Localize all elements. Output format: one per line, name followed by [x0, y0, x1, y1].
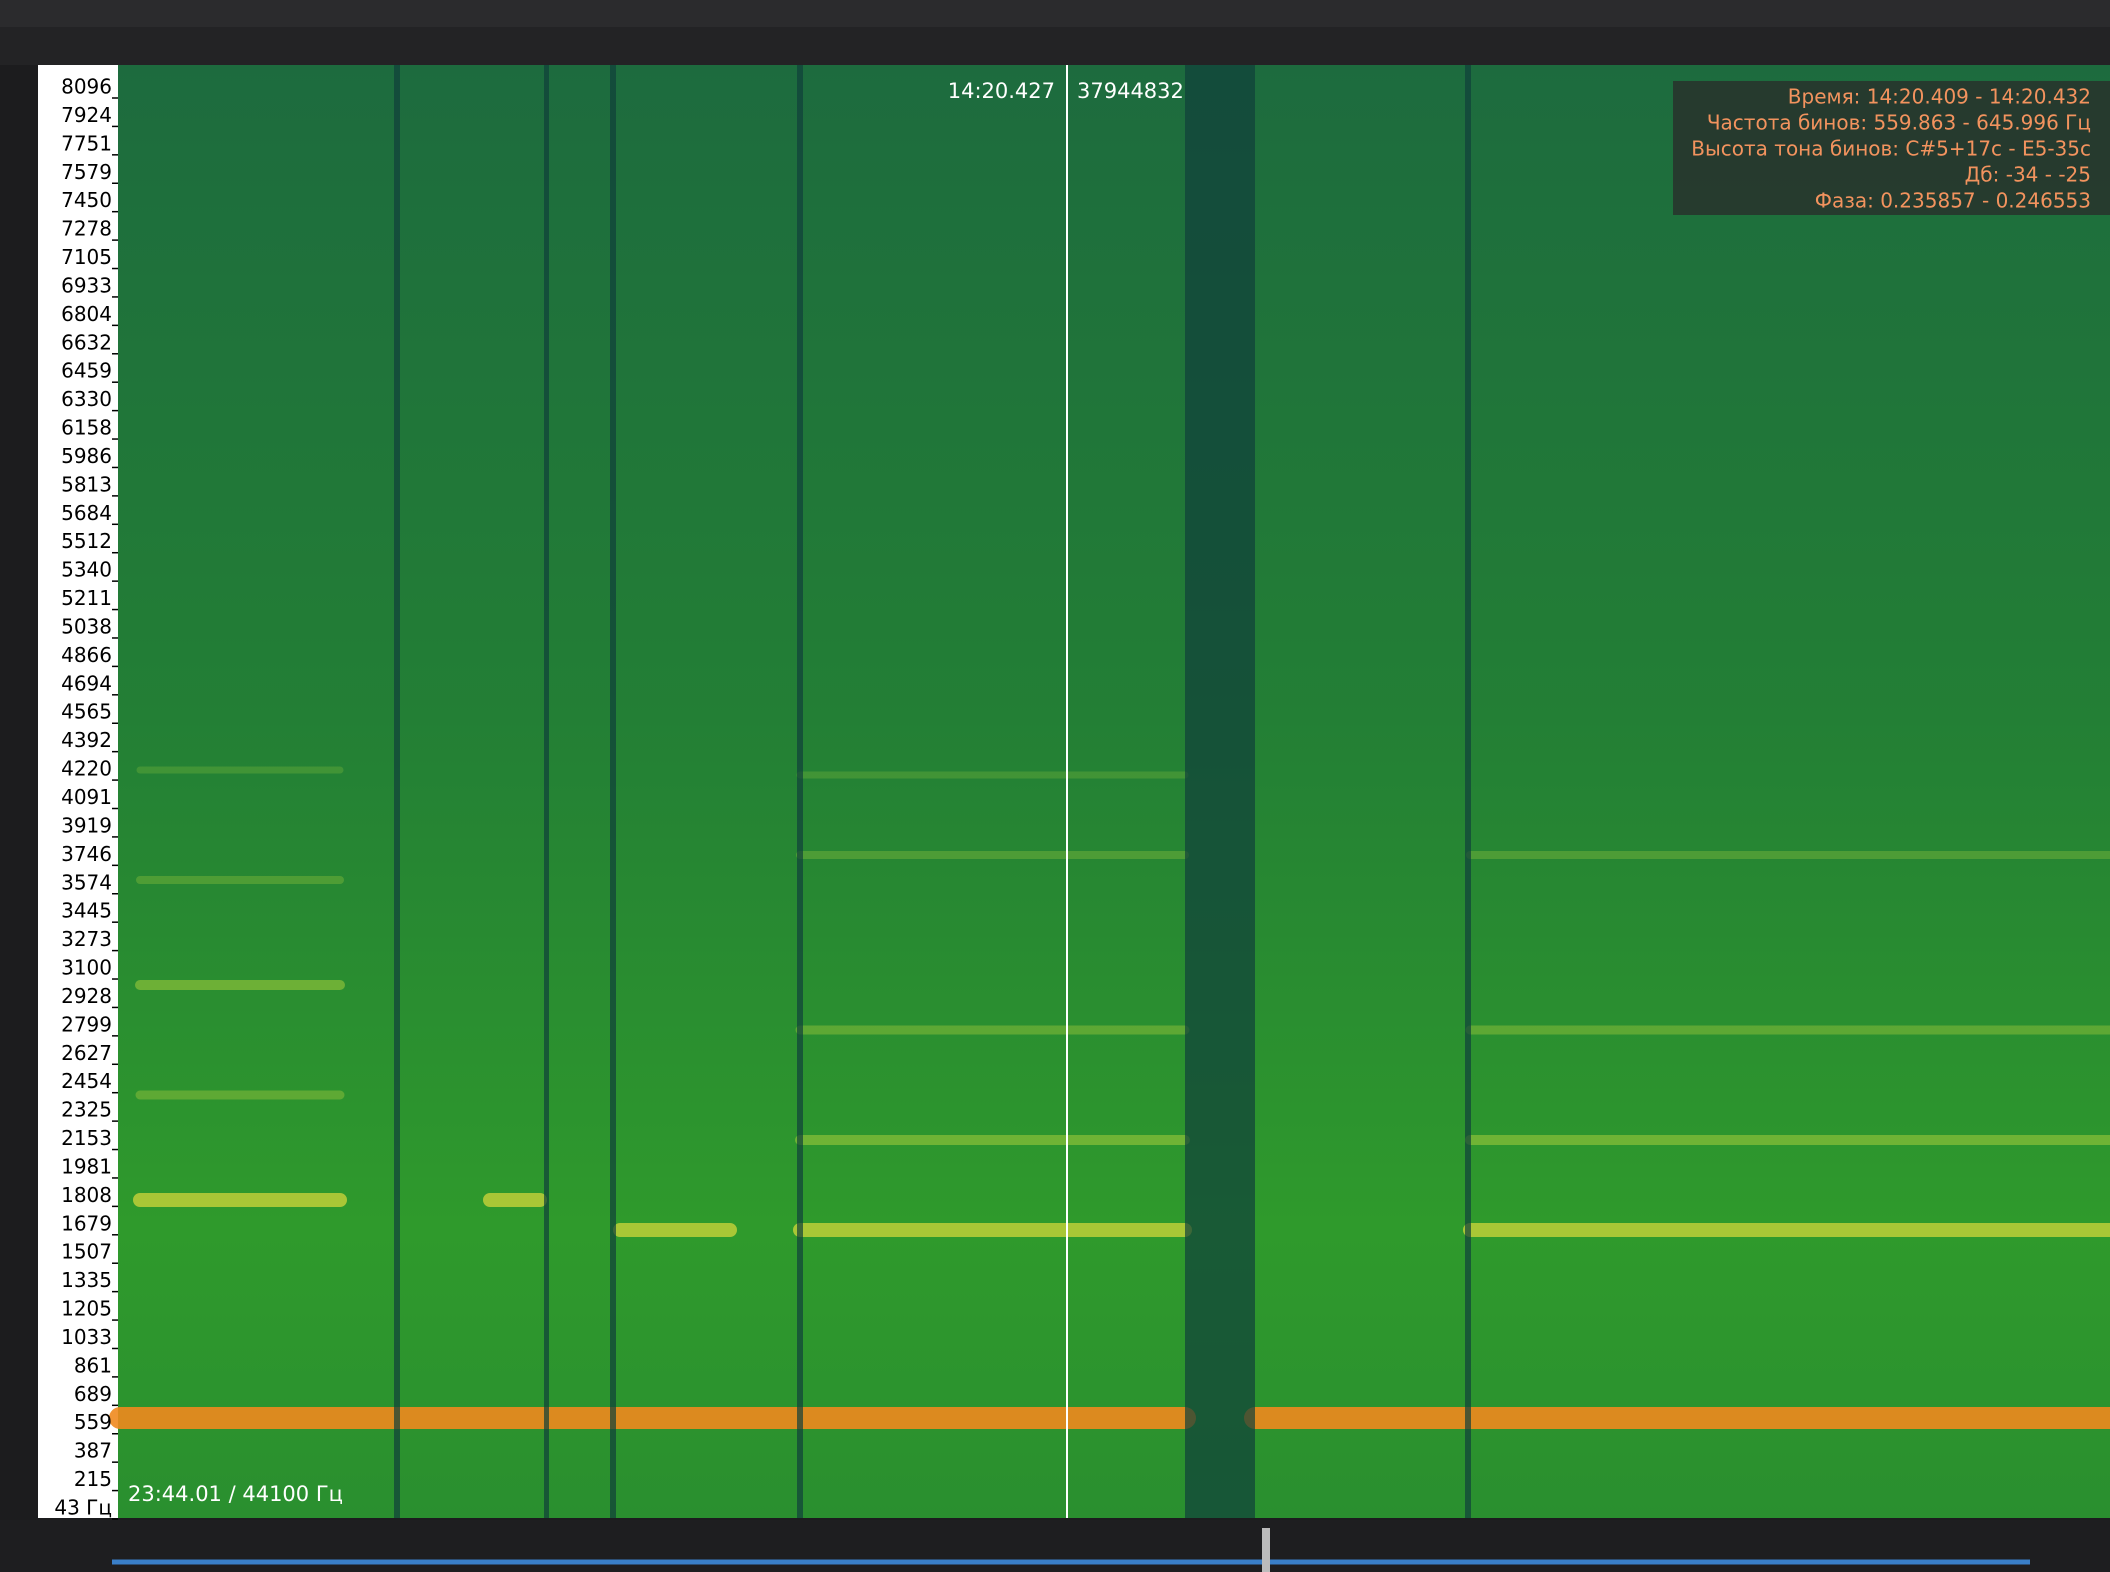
frequency-axis: [38, 65, 118, 1518]
axis-label: 5986: [61, 444, 112, 468]
axis-label: 6459: [61, 359, 112, 383]
axis-label: 4091: [61, 785, 112, 809]
axis-label: 2454: [61, 1069, 112, 1093]
info-line: Частота бинов: 559.863 - 645.996 Гц: [1707, 111, 2091, 135]
axis-label: 3445: [61, 899, 112, 923]
axis-label: 3574: [61, 870, 112, 894]
axis-label: 5813: [61, 472, 112, 496]
axis-label: 2325: [61, 1098, 112, 1122]
axis-label: 2928: [61, 984, 112, 1008]
axis-label: 7579: [61, 160, 112, 184]
axis-label: 6158: [61, 416, 112, 440]
status-duration: 23:44.01 / 44100 Гц: [128, 1482, 343, 1506]
axis-label: 4694: [61, 671, 112, 695]
axis-label: 6804: [61, 302, 112, 326]
cursor-time: 14:20.427: [948, 79, 1055, 103]
axis-label: 5340: [61, 558, 112, 582]
axis-label: 861: [74, 1353, 112, 1377]
column: [797, 65, 803, 1518]
column: [544, 65, 549, 1518]
axis-label: 3919: [61, 813, 112, 837]
axis-label: 689: [74, 1382, 112, 1406]
axis-label: 1679: [61, 1211, 112, 1235]
column: [1465, 65, 1471, 1518]
axis-label: 1205: [61, 1297, 112, 1321]
axis-label: 3100: [61, 956, 112, 980]
column: [610, 65, 616, 1518]
axis-label: 3746: [61, 842, 112, 866]
axis-label: 5038: [61, 614, 112, 638]
axis-label: 5512: [61, 529, 112, 553]
axis-label: 6330: [61, 387, 112, 411]
axis-label: 559: [74, 1410, 112, 1434]
band: [136, 766, 1189, 779]
axis-label: 4220: [61, 757, 112, 781]
axis-label: 3273: [61, 927, 112, 951]
band: [133, 1193, 2110, 1237]
axis-label: 2799: [61, 1012, 112, 1036]
axis-label: 215: [74, 1467, 112, 1491]
dark-columns: [394, 65, 1471, 1518]
spectrogram: [118, 65, 2110, 1518]
band: [135, 980, 2110, 1145]
axis-label: 43 Гц: [54, 1496, 112, 1520]
info-line: Высота тона бинов: C#5+17c - E5-35c: [1691, 137, 2091, 161]
toolbar: [0, 0, 2110, 27]
band: [135, 1025, 2110, 1100]
axis-label: 4392: [61, 728, 112, 752]
info-line: Дб: -34 - -25: [1965, 163, 2091, 187]
axis-label: 7450: [61, 188, 112, 212]
column: [394, 65, 400, 1518]
axis-label: 5684: [61, 501, 112, 525]
axis-label: 1335: [61, 1268, 112, 1292]
cursor-sample: 37944832: [1077, 79, 1184, 103]
axis-label: 7751: [61, 131, 112, 155]
axis-label: 1033: [61, 1325, 112, 1349]
axis-label: 2627: [61, 1041, 112, 1065]
axis-label: 387: [74, 1439, 112, 1463]
axis-label: 5211: [61, 586, 112, 610]
axis-label: 1981: [61, 1154, 112, 1178]
axis-label: 4866: [61, 643, 112, 667]
info-line: Время: 14:20.409 - 14:20.432: [1788, 85, 2091, 109]
overview-cursor: [1262, 1528, 1270, 1572]
axis-label: 7278: [61, 217, 112, 241]
axis-label: 1507: [61, 1240, 112, 1264]
axis-label: 2153: [61, 1126, 112, 1150]
axis-label: 7105: [61, 245, 112, 269]
info-panel: [1673, 81, 2110, 215]
axis-label: 1808: [61, 1183, 112, 1207]
axis-label: 4565: [61, 700, 112, 724]
axis-label: 8096: [61, 75, 112, 99]
axis-label: 6933: [61, 273, 112, 297]
toolbar-gap: [0, 27, 2110, 65]
axis-label: 6632: [61, 330, 112, 354]
band: [136, 851, 2110, 884]
column: [1185, 65, 1255, 1518]
harmonic-bands: [109, 766, 2110, 1429]
info-line: Фаза: 0.235857 - 0.246553: [1815, 189, 2091, 213]
axis-label: 7924: [61, 103, 112, 127]
